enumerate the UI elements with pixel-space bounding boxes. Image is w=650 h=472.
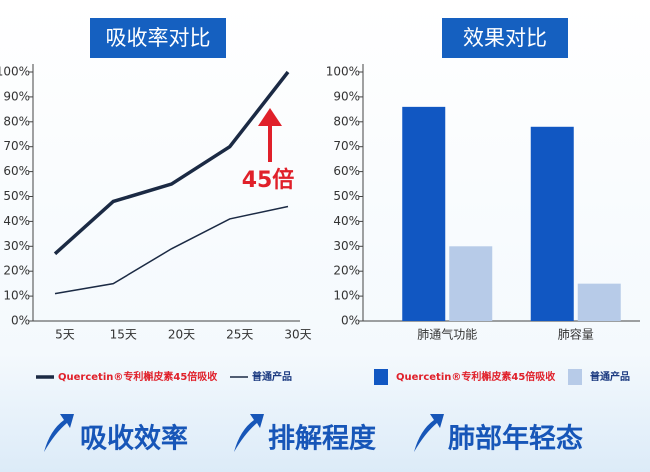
annotation: 45倍 <box>242 167 295 193</box>
x-tick-label: 5天 <box>55 328 75 342</box>
y-tick-label: 30% <box>3 239 30 253</box>
x-tick-label: 15天 <box>110 328 137 342</box>
y-tick-label: 40% <box>333 214 360 228</box>
y-tick-label: 10% <box>333 289 360 303</box>
bar <box>530 126 574 321</box>
chart-title: 吸收率对比 <box>106 26 211 50</box>
bar <box>402 106 446 321</box>
icon <box>234 414 264 452</box>
annotation-arrowhead <box>258 108 282 126</box>
icon <box>414 414 444 452</box>
y-tick-label: 20% <box>333 264 360 278</box>
footer-item: 排解程度 <box>268 423 376 455</box>
y-tick-label: 20% <box>3 264 30 278</box>
y-tick-label: 60% <box>3 164 30 178</box>
x-tick-label: 肺通气功能 <box>417 327 477 342</box>
legend-label: 普通产品 <box>252 370 292 383</box>
x-tick-label: 30天 <box>284 328 311 342</box>
title-box <box>90 18 226 58</box>
y-tick-label: 0% <box>341 314 360 328</box>
y-tick-label: 50% <box>333 189 360 203</box>
line-series <box>54 205 289 295</box>
y-tick-label: 40% <box>3 214 30 228</box>
y-tick-label: 70% <box>3 139 30 153</box>
y-tick-label: 90% <box>3 89 30 103</box>
y-tick-label: 90% <box>333 89 360 103</box>
legend-label: Quercetin®专利槲皮素45倍吸收 <box>58 370 217 383</box>
y-tick-label: 30% <box>333 239 360 253</box>
footer-item: 肺部年轻态 <box>448 423 583 455</box>
x-tick-label: 肺容量 <box>558 327 594 342</box>
x-tick-label: 20天 <box>168 328 195 342</box>
y-tick-label: 100% <box>326 65 360 79</box>
x-tick-label: 25天 <box>226 328 253 342</box>
footer-item: 吸收效率 <box>80 423 188 455</box>
bar <box>449 246 493 321</box>
y-tick-label: 50% <box>3 189 30 203</box>
icon <box>44 414 74 452</box>
y-tick-label: 10% <box>3 289 30 303</box>
line-series <box>53 70 290 256</box>
chart-title: 效果对比 <box>463 26 547 50</box>
footer-icons <box>44 414 444 452</box>
legend-swatch <box>568 369 582 385</box>
y-tick-label: 0% <box>11 314 30 328</box>
legend-label: Quercetin®专利槲皮素45倍吸收 <box>396 370 555 383</box>
y-tick-label: 60% <box>333 164 360 178</box>
y-tick-label: 70% <box>333 139 360 153</box>
y-tick-label: 100% <box>0 65 30 79</box>
y-tick-label: 80% <box>3 114 30 128</box>
y-tick-label: 80% <box>333 114 360 128</box>
legend-swatch <box>374 369 388 385</box>
title-box <box>442 18 568 58</box>
legend-label: 普通产品 <box>590 370 630 383</box>
bar <box>577 283 621 321</box>
